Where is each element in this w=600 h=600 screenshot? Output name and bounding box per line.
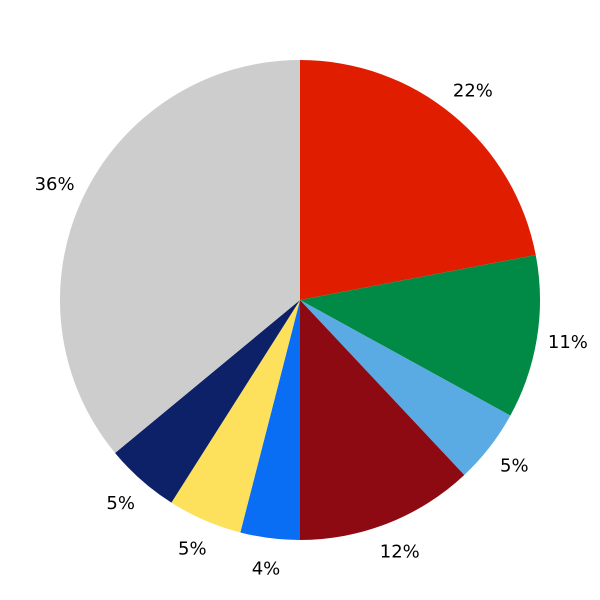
percent-label-gray: 36% [35,174,75,195]
pie-slice-gray [60,60,300,453]
pie-slice-red [300,60,536,300]
percent-label-bright-blue: 4% [252,559,281,580]
pie-slice-yellow [171,300,300,533]
pie-labels: 22% 11% 5% 12% 4% 5% 5% 36% [35,81,588,580]
percent-label-yellow: 5% [178,538,207,559]
pie-slices [60,60,540,540]
percent-label-light-blue: 5% [500,456,529,477]
percent-label-navy: 5% [106,493,135,514]
pie-slice-green [300,255,540,416]
percent-label-green: 11% [548,332,588,353]
pie-slice-light-blue [300,300,511,475]
percent-label-dark-red: 12% [380,542,420,563]
pie-slice-bright-blue [240,300,300,540]
pie-slice-dark-red [300,300,465,540]
pie-slice-navy [115,300,300,503]
percent-label-red: 22% [453,81,493,102]
